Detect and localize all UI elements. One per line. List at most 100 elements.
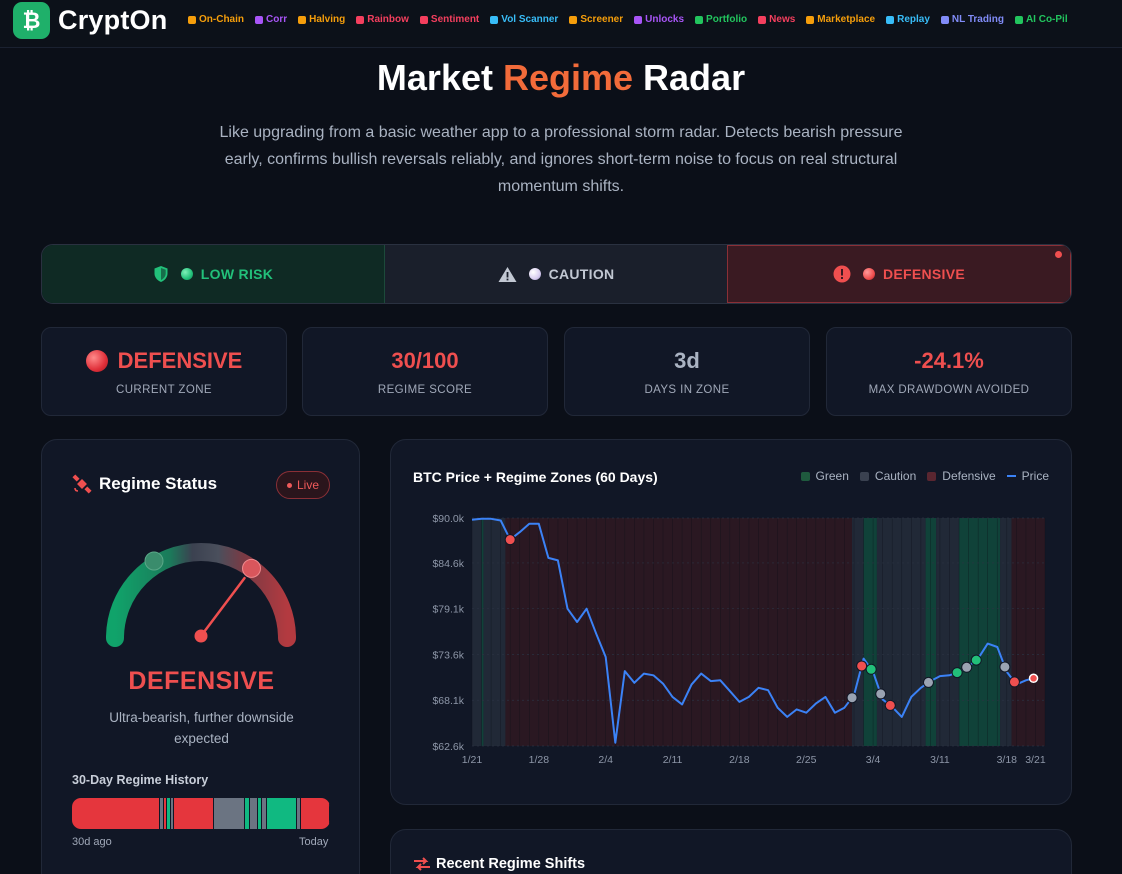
regime-shift-marker-caution [875, 688, 887, 700]
nav-link-ai-co-pil[interactable]: AI Co-Pil [1014, 14, 1068, 25]
stat-current-zone: DEFENSIVE CURRENT ZONE [41, 327, 287, 416]
price-series-line [471, 517, 1036, 744]
zone-tab-label: CAUTION [548, 266, 615, 282]
history-segment-caution [159, 798, 165, 829]
zone-band-defensive [1011, 518, 1045, 746]
live-dot [287, 482, 292, 488]
history-segment-defensive [301, 798, 330, 829]
zone-tab-label: LOW RISK [200, 266, 274, 282]
nav-link-sentiment[interactable]: Sentiment [419, 14, 479, 25]
gauge-zone-label: DEFENSIVE [128, 667, 275, 695]
regime-status-card: Regime Status Live DEFENSIVE Ultra-beari… [41, 439, 360, 874]
history-segment-caution [249, 798, 258, 829]
flame-icon [419, 15, 428, 24]
history-start-label: 30d ago [72, 836, 112, 848]
regime-shift-marker-defensive [884, 699, 896, 711]
page-subtitle: Like upgrading from a basic weather app … [219, 124, 903, 195]
zone-band-caution [1000, 518, 1012, 746]
nav-link-marketplace[interactable]: Marketplace [806, 14, 875, 25]
robot-icon [1014, 15, 1023, 24]
stat-max-drawdown: -24.1% MAX DRAWDOWN AVOIDED [826, 327, 1072, 416]
x-tick-label: 3/11 [930, 754, 950, 766]
zone-dot [180, 268, 193, 280]
chain-icon [188, 15, 196, 24]
nav-link-corr[interactable]: Corr [255, 14, 287, 25]
x-tick-label: 1/28 [529, 754, 550, 766]
regime-shift-marker-defensive [1008, 676, 1020, 688]
nav-link-nl-trading[interactable]: NL Trading [940, 14, 1004, 25]
x-tick-label: 2/11 [663, 754, 683, 766]
legend-item-defensive[interactable]: Defensive [927, 469, 996, 483]
y-tick-label: $90.0k [432, 513, 464, 525]
title-part2: Radar [633, 57, 746, 98]
chart-legend: Green Caution Defensive Price [790, 469, 1049, 483]
stat-regime-score: 30/100 REGIME SCORE [302, 327, 548, 416]
zone-band-caution [852, 518, 864, 746]
zone-band-caution [936, 518, 960, 746]
nav-link-portfolio[interactable]: Portfolio [695, 14, 747, 25]
stat-value: 3d [674, 348, 700, 373]
regime-zone-tabs: LOW RISK CAUTION DEFENSIVE [41, 244, 1072, 304]
x-tick-label: 2/18 [729, 754, 750, 766]
history-segment-defensive [72, 798, 160, 829]
gauge-low-marker [144, 551, 164, 571]
stat-value: 30/100 [391, 348, 459, 373]
zone-ball-icon [85, 350, 108, 372]
nav-link-vol-scanner[interactable]: Vol Scanner [490, 14, 558, 25]
search-icon [569, 15, 578, 24]
wallet-icon [695, 15, 704, 24]
bolt-icon [490, 15, 499, 24]
zone-band-low [959, 518, 1001, 746]
history-segment-caution [213, 798, 245, 829]
legend-swatch [1006, 475, 1016, 477]
nav-link-replay[interactable]: Replay [886, 14, 930, 25]
legend-item-price[interactable]: Price [1006, 469, 1049, 483]
y-tick-label: $79.1k [432, 604, 464, 616]
zone-tab-label: DEFENSIVE [882, 266, 966, 282]
zone-tab-caution[interactable]: CAUTION [385, 245, 727, 303]
stat-label: REGIME SCORE [377, 384, 473, 396]
history-segment-caution [170, 798, 175, 829]
zone-band-low [863, 518, 877, 746]
x-tick-label: 3/4 [866, 754, 881, 766]
brand-name[interactable]: CryptOn [58, 5, 168, 35]
network-icon [255, 15, 263, 24]
y-tick-label: $73.6k [432, 649, 464, 661]
regime-gauge [106, 543, 296, 647]
nav-link-news[interactable]: News [758, 14, 795, 25]
zone-tab-low-risk[interactable]: LOW RISK [42, 245, 385, 303]
y-tick-label: $68.1k [432, 695, 464, 707]
legend-item-green[interactable]: Green [800, 469, 849, 483]
stat-value: -24.1% [914, 348, 984, 373]
chart-title: BTC Price + Regime Zones (60 Days) [413, 469, 658, 485]
regime-shift-marker-caution [922, 676, 934, 688]
legend-swatch [927, 471, 937, 481]
y-tick-label: $62.6k [432, 741, 464, 753]
nav-link-screener[interactable]: Screener [569, 14, 623, 25]
zone-band-caution [472, 518, 482, 746]
history-segment-low [244, 798, 250, 829]
store-icon [806, 15, 815, 24]
x-tick-label: 3/21 [1025, 754, 1046, 766]
nav-link-unlocks[interactable]: Unlocks [634, 14, 684, 25]
gauge-arc [106, 543, 296, 647]
zone-tab-defensive[interactable]: DEFENSIVE [727, 245, 1071, 303]
regime-status-title: Regime Status [72, 474, 217, 494]
bitcoin-logo-icon[interactable]: ₿ [13, 2, 50, 39]
news-icon [758, 15, 767, 24]
zone-band-caution [483, 518, 506, 746]
nav-link-rainbow[interactable]: Rainbow [356, 14, 409, 25]
legend-item-caution[interactable]: Caution [859, 469, 916, 483]
history-segment-low [257, 798, 263, 829]
x-tick-label: 1/21 [462, 754, 483, 766]
replay-icon [886, 15, 895, 24]
gauge-score-marker [242, 558, 261, 578]
title-accent: Regime [502, 57, 634, 98]
nav-link-halving[interactable]: Halving [298, 14, 345, 25]
stat-days-in-zone: 3d DAYS IN ZONE [564, 327, 810, 416]
nav-link-on-chain[interactable]: On-Chain [188, 14, 244, 25]
price-chart[interactable]: $90.0k $84.6k $79.1k $73.6k $68.1k $62.6k1/21… [391, 440, 1073, 806]
diamond-icon [298, 15, 307, 24]
page-title: Market Regime Radar [0, 57, 1122, 99]
regime-shift-marker-defensive [504, 534, 516, 546]
